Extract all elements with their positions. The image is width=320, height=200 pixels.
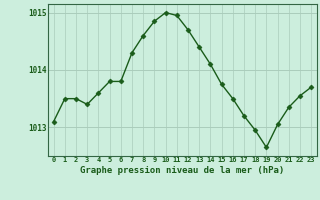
X-axis label: Graphe pression niveau de la mer (hPa): Graphe pression niveau de la mer (hPa) (80, 166, 284, 175)
